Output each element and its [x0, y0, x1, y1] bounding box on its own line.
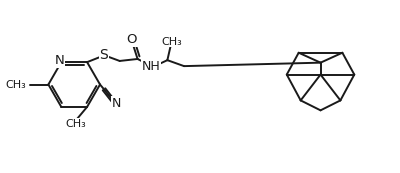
Text: CH₃: CH₃	[161, 37, 182, 47]
Text: CH₃: CH₃	[66, 119, 86, 129]
Text: N: N	[55, 54, 64, 67]
Text: N: N	[112, 97, 121, 110]
Text: CH₃: CH₃	[5, 80, 26, 89]
Text: NH: NH	[142, 60, 161, 73]
Text: O: O	[126, 33, 137, 46]
Text: S: S	[100, 48, 108, 62]
